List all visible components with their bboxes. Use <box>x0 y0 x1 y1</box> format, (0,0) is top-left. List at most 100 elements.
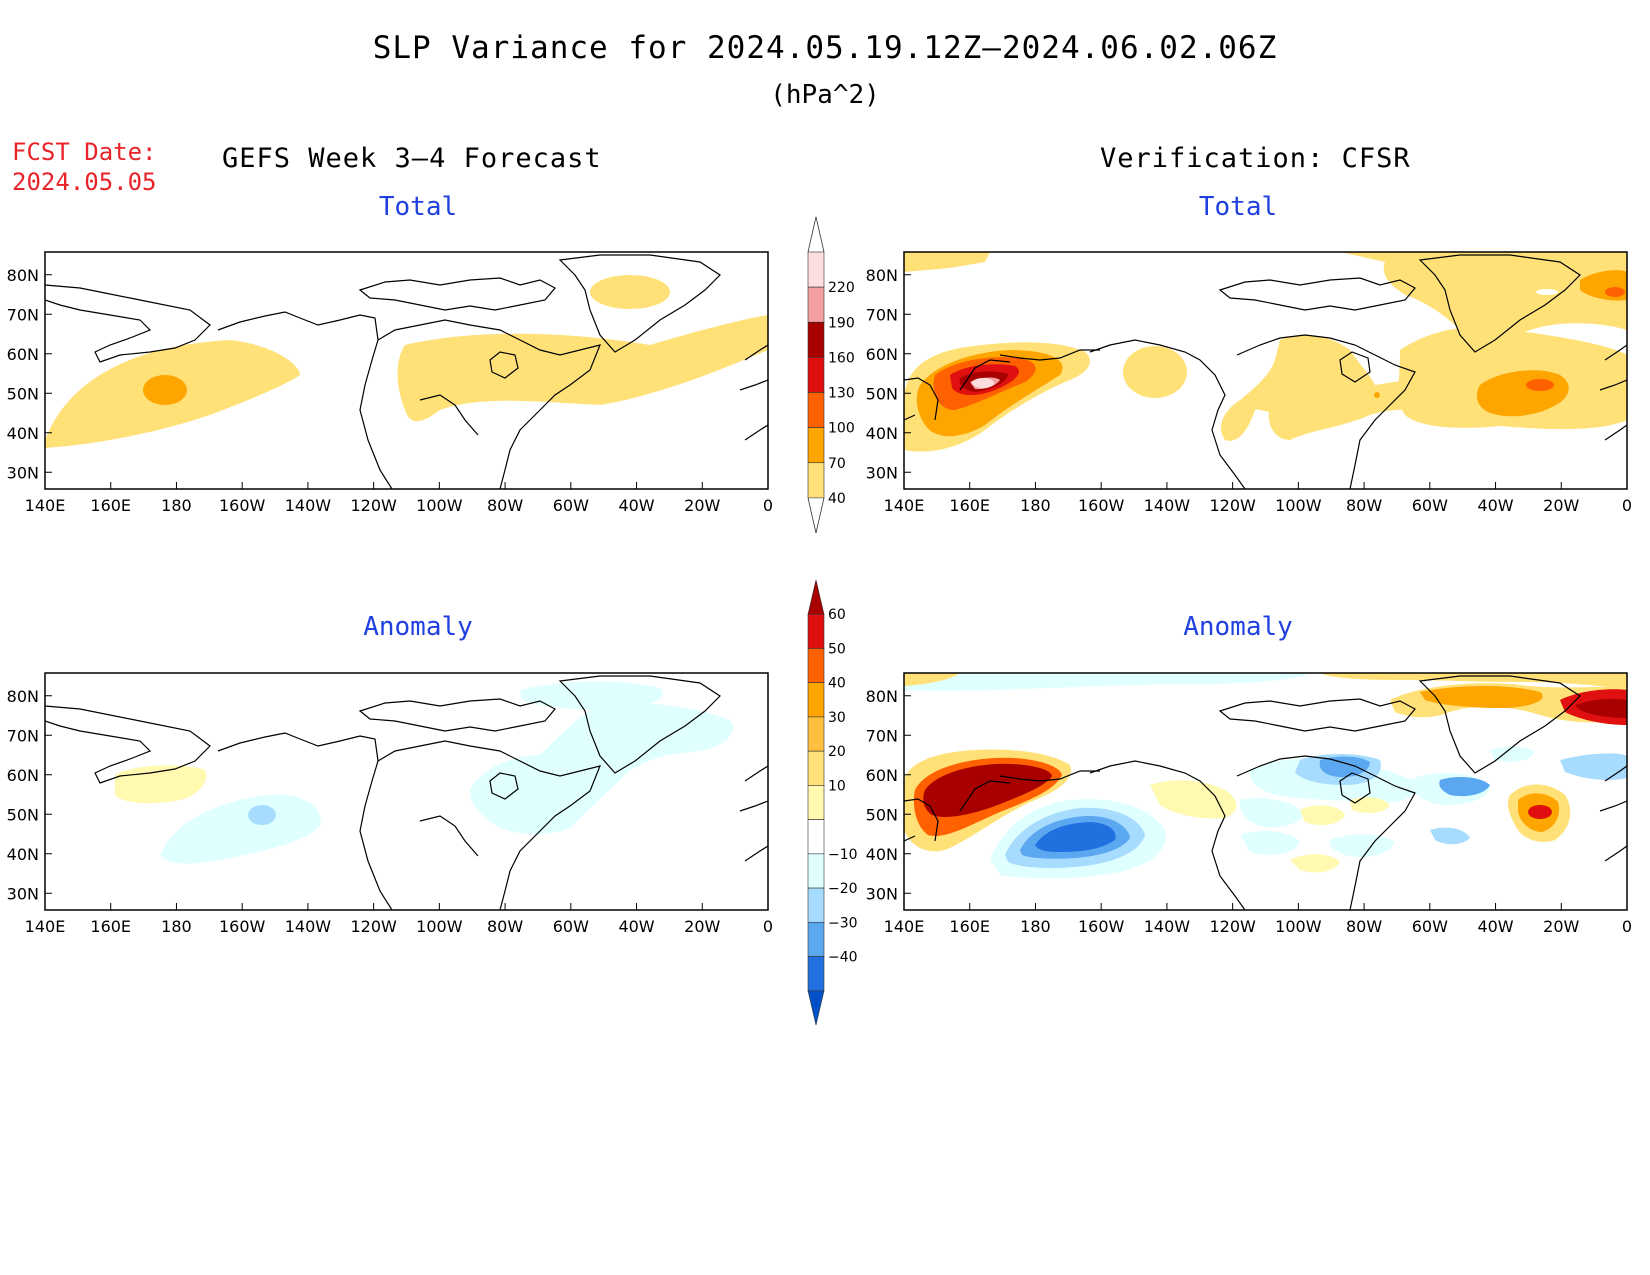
colorbar-swatch <box>807 716 825 752</box>
colorbar-swatch <box>807 922 825 957</box>
lon-tick-label: 20W <box>1543 496 1579 515</box>
colorbar-label: 130 <box>828 386 855 402</box>
figure-units: (hPa^2) <box>770 80 880 110</box>
lon-tick-label: 160W <box>1078 917 1125 936</box>
lon-tick-label: 120W <box>350 917 397 936</box>
lon-tick-label: 60W <box>553 496 589 515</box>
lat-tick-label: 40N <box>7 424 39 443</box>
lat-tick-label: 70N <box>866 305 898 324</box>
lon-tick-label: 180 <box>1020 917 1051 936</box>
lon-tick-label: 100W <box>416 496 463 515</box>
lon-tick-label: 180 <box>161 917 192 936</box>
colorbar-swatch <box>807 785 825 820</box>
colorbar-arrow-bottom <box>807 497 825 534</box>
shading-forecast-anomaly <box>115 681 733 864</box>
lon-tick-label: 160W <box>219 496 266 515</box>
lon-tick-label: 140W <box>285 917 332 936</box>
colorbar-swatch <box>807 750 825 786</box>
colorbar-swatch <box>807 613 825 649</box>
map-panel-verification-total <box>903 251 1628 490</box>
lon-tick-label: 160E <box>90 917 131 936</box>
lon-tick-label: 140W <box>1144 917 1191 936</box>
lon-tick-label: 120W <box>1209 917 1256 936</box>
lon-tick-label: 80W <box>487 917 523 936</box>
plot-frame-verification-anomaly <box>903 672 1628 911</box>
lon-tick-label: 20W <box>684 496 720 515</box>
lon-tick-label: 0 <box>1622 496 1632 515</box>
colorbar-label: 100 <box>828 421 855 437</box>
lon-tick-label: 40W <box>1477 496 1513 515</box>
lon-tick-label: 0 <box>763 917 773 936</box>
colorbar-swatch <box>807 819 825 855</box>
lon-tick-label: 120W <box>350 496 397 515</box>
colorbar-label: 20 <box>828 744 846 760</box>
axis-labels: 140E 160E 180 160W 140W 120W 100W 80W 60W 40W 20W 0… <box>7 266 1632 936</box>
colorbar-label: 220 <box>828 280 855 296</box>
panel-title-forecast-total: Total <box>378 192 458 222</box>
lat-tick-label: 40N <box>7 845 39 864</box>
colorbar-arrow-top <box>807 216 825 253</box>
panel-title-forecast-anomaly: Anomaly <box>363 612 473 642</box>
colorbar-label: −10 <box>828 847 858 863</box>
lat-tick-label: 40N <box>866 845 898 864</box>
coastlines-verification-anomaly <box>904 675 1627 910</box>
colorbar-swatch <box>807 357 825 393</box>
lat-tick-label: 80N <box>866 687 898 706</box>
coastlines-forecast-anomaly <box>45 675 768 910</box>
lon-tick-label: 160W <box>219 917 266 936</box>
lon-tick-label: 0 <box>763 496 773 515</box>
map-panel-forecast-total <box>44 251 769 490</box>
lat-tick-label: 70N <box>7 305 39 324</box>
lon-tick-label: 160E <box>949 917 990 936</box>
lat-tick-label: 40N <box>866 424 898 443</box>
colorbar-label: −30 <box>828 915 858 931</box>
lon-tick-label: 180 <box>1020 496 1051 515</box>
colorbar-swatch <box>807 462 825 499</box>
lat-tick-label: 60N <box>866 766 898 785</box>
lat-tick-label: 80N <box>7 266 39 285</box>
coastlines-verification-total <box>904 254 1627 489</box>
lon-tick-label: 100W <box>1275 496 1322 515</box>
fcst-date-value: 2024.05.05 <box>12 168 157 196</box>
plot-frame-verification-total <box>903 251 1628 490</box>
lat-tick-label: 60N <box>7 766 39 785</box>
lon-tick-label: 80W <box>1346 496 1382 515</box>
coastlines-forecast-total <box>45 254 768 489</box>
lon-tick-label: 100W <box>416 917 463 936</box>
lat-tick-label: 80N <box>866 266 898 285</box>
lon-tick-label: 160E <box>90 496 131 515</box>
lat-tick-label: 30N <box>866 884 898 903</box>
panel-title-verification-anomaly: Anomaly <box>1183 612 1293 642</box>
lat-tick-label: 70N <box>866 726 898 745</box>
colorbar-swatch <box>807 286 825 323</box>
shading-verification-anomaly <box>904 673 1627 879</box>
lat-tick-label: 30N <box>7 463 39 482</box>
colorbar-label: 40 <box>828 676 846 692</box>
colorbar-label: 40 <box>828 491 846 507</box>
figure-title: SLP Variance for 2024.05.19.12Z–2024.06.… <box>372 30 1278 66</box>
left-column-heading: GEFS Week 3–4 Forecast <box>222 143 602 174</box>
lon-tick-label: 180 <box>161 496 192 515</box>
colorbar-label: −20 <box>828 881 858 897</box>
colorbar-arrow-top <box>807 579 825 615</box>
lon-tick-label: 60W <box>1412 917 1448 936</box>
colorbar-swatch <box>807 956 825 992</box>
lon-tick-label: 0 <box>1622 917 1632 936</box>
lat-tick-label: 50N <box>866 805 898 824</box>
lon-tick-label: 160W <box>1078 496 1125 515</box>
lat-tick-label: 80N <box>7 687 39 706</box>
lon-tick-label: 160E <box>949 496 990 515</box>
lat-tick-label: 60N <box>866 345 898 364</box>
colorbar-arrow-bottom <box>807 990 825 1026</box>
lat-tick-label: 50N <box>7 384 39 403</box>
colorbar-anomaly: 60 50 40 30 20 10 −10 −20 −30 −40 <box>807 579 858 1026</box>
colorbar-swatch <box>807 321 825 358</box>
lon-tick-label: 60W <box>1412 496 1448 515</box>
lon-tick-label: 40W <box>1477 917 1513 936</box>
lat-tick-label: 60N <box>7 345 39 364</box>
lon-tick-label: 60W <box>553 917 589 936</box>
shading-verification-total <box>904 252 1627 452</box>
lon-tick-label: 140E <box>884 917 925 936</box>
colorbar-label: 70 <box>828 456 846 472</box>
colorbar-label: 50 <box>828 641 846 657</box>
